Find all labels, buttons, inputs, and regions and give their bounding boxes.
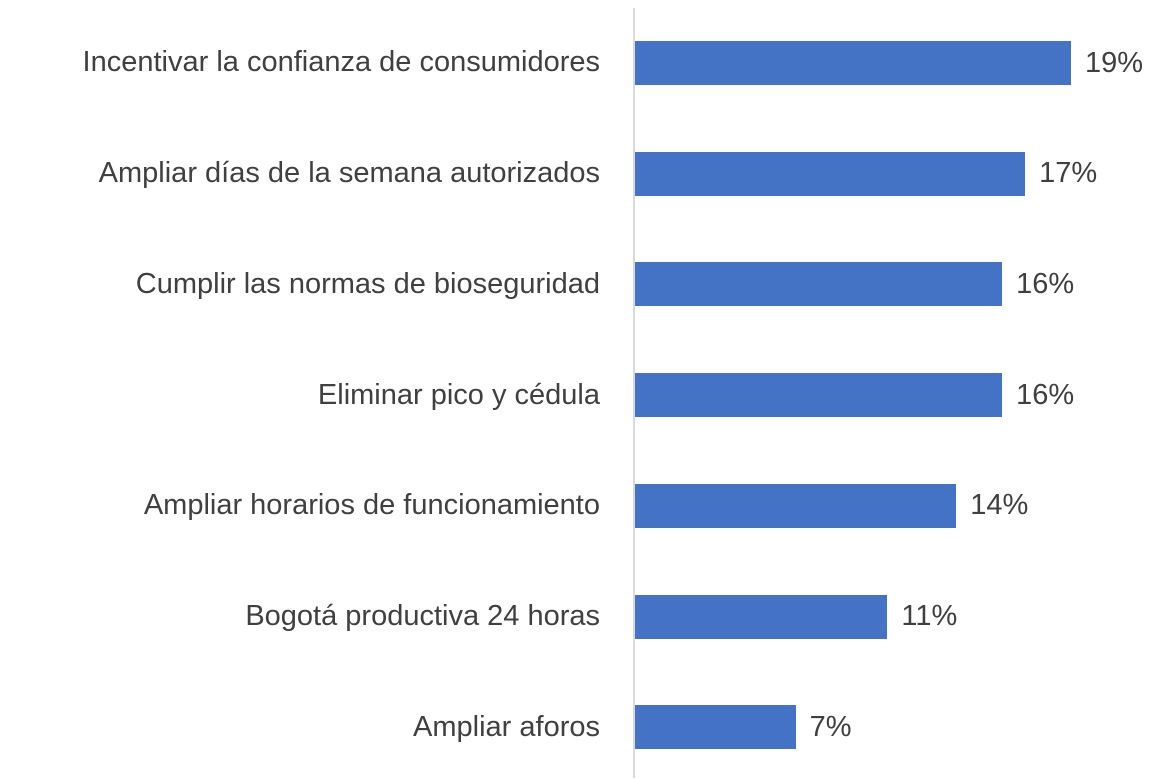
category-label: Cumplir las normas de bioseguridad: [0, 232, 600, 336]
bar: [635, 262, 1003, 307]
data-label: 19%: [1085, 46, 1144, 79]
bar: [635, 483, 957, 528]
category-label: Incentivar la confianza de consumidores: [0, 11, 600, 115]
data-label: 16%: [1016, 378, 1075, 411]
data-label: 17%: [1039, 157, 1098, 190]
category-axis: [633, 8, 635, 778]
category-text: Ampliar horarios de funcionamiento: [143, 489, 600, 522]
category-text: Ampliar aforos: [413, 710, 600, 743]
category-label: Ampliar días de la semana autorizados: [0, 122, 600, 226]
data-label: 14%: [970, 489, 1029, 522]
category-text: Ampliar días de la semana autorizados: [98, 157, 600, 190]
category-text: Incentivar la confianza de consumidores: [82, 46, 600, 79]
category-text: Bogotá productiva 24 horas: [245, 599, 600, 632]
data-label: 11%: [901, 600, 958, 632]
category-text: Eliminar pico y cédula: [317, 378, 600, 411]
bar: [635, 594, 888, 639]
category-label: Ampliar aforos: [0, 675, 600, 779]
category-label: Ampliar horarios de funcionamiento: [0, 454, 600, 558]
category-label: Bogotá productiva 24 horas: [0, 565, 600, 669]
data-label: 16%: [1016, 267, 1075, 300]
category-label: Eliminar pico y cédula: [0, 343, 600, 447]
bar: [635, 705, 796, 750]
bar: [635, 373, 1003, 418]
bar: [635, 151, 1026, 196]
category-text: Cumplir las normas de bioseguridad: [135, 267, 600, 300]
data-label: 7%: [809, 710, 852, 743]
bar: [635, 41, 1071, 85]
